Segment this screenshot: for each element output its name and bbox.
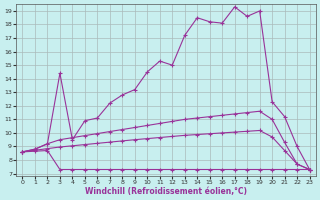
X-axis label: Windchill (Refroidissement éolien,°C): Windchill (Refroidissement éolien,°C)	[85, 187, 247, 196]
